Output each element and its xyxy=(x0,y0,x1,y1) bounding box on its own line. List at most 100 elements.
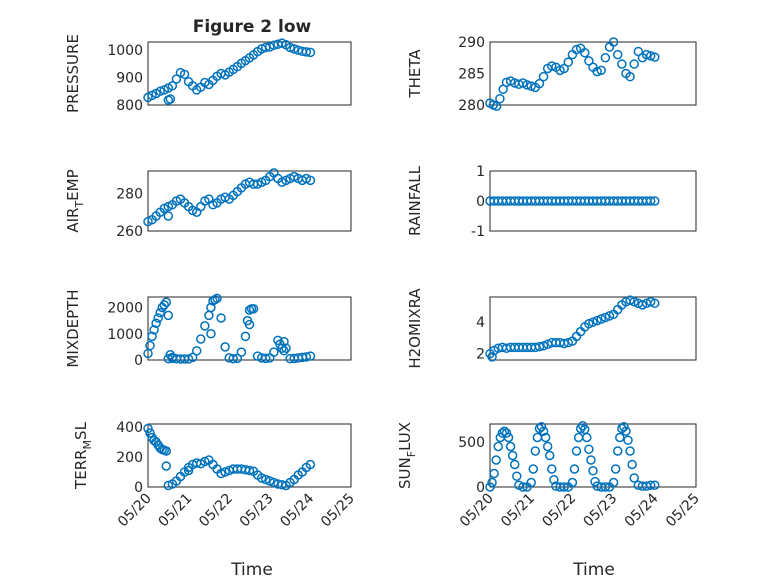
data-point xyxy=(645,296,656,307)
data-point xyxy=(489,468,499,479)
axes-box xyxy=(147,423,352,488)
y-tick-label: 0 xyxy=(134,480,143,496)
x-tick-label: 05/22 xyxy=(196,491,236,531)
x-tick-label: 05/23 xyxy=(237,491,277,531)
data-point xyxy=(526,81,536,91)
y-tick-label: 290 xyxy=(458,35,485,51)
y-tick-label: 900 xyxy=(116,71,143,87)
x-tick-label: 05/21 xyxy=(498,491,538,531)
subplot-terr_msl: 05/20 05/21 05/22 05/23 05/24 05/25 0 200 400 TER… xyxy=(72,420,358,530)
x-axis-label-right: Time xyxy=(572,560,615,580)
data-point xyxy=(621,426,631,436)
data-point xyxy=(143,423,153,434)
data-point xyxy=(279,336,289,347)
y-axis-label: TERRMSL xyxy=(72,421,94,490)
data-point xyxy=(600,482,611,492)
data-point xyxy=(536,421,547,432)
data-point xyxy=(571,446,582,456)
data-point xyxy=(645,480,656,490)
y-tick-label: 1000 xyxy=(107,327,143,343)
data-point xyxy=(619,421,629,432)
data-point xyxy=(200,321,210,331)
data-point xyxy=(196,334,206,344)
data-point xyxy=(645,196,656,206)
data-point xyxy=(161,297,172,307)
y-axis-label: H2OMIXRA xyxy=(406,288,424,369)
data-point xyxy=(507,450,518,461)
data-point xyxy=(161,461,172,471)
data-point xyxy=(542,441,553,452)
x-tick-label: 05/23 xyxy=(581,491,621,531)
data-point xyxy=(600,53,611,63)
data-point xyxy=(163,353,174,364)
y-tick-label: 0 xyxy=(476,480,485,496)
data-point xyxy=(563,57,574,67)
data-point xyxy=(153,313,163,323)
data-point xyxy=(167,81,178,91)
y-tick-label: 2000 xyxy=(107,301,143,317)
y-tick-label: 2 xyxy=(476,347,485,363)
data-point xyxy=(497,428,508,438)
data-point xyxy=(650,480,660,490)
y-tick-label: 500 xyxy=(458,435,485,451)
data-point xyxy=(608,37,619,47)
data-point xyxy=(301,352,312,362)
data-point xyxy=(220,342,230,352)
x-tick-label: 05/21 xyxy=(156,491,196,531)
data-point xyxy=(650,298,660,309)
data-point xyxy=(212,293,222,304)
data-point xyxy=(159,300,169,310)
figure-title: Figure 2 low xyxy=(193,17,312,37)
data-point xyxy=(604,311,615,321)
data-point xyxy=(540,432,551,443)
data-point xyxy=(149,325,159,335)
x-axis-label-left: Time xyxy=(230,560,273,580)
data-point xyxy=(260,474,271,485)
x-tick-label: 05/25 xyxy=(663,491,703,531)
x-tick-label: 05/24 xyxy=(622,490,662,530)
data-point xyxy=(629,296,639,307)
y-axis-label: AIRTEMP xyxy=(64,169,86,232)
data-point xyxy=(491,101,502,112)
data-point xyxy=(590,476,600,487)
y-tick-label: 200 xyxy=(116,450,143,466)
data-point xyxy=(567,477,578,488)
data-point xyxy=(279,346,289,356)
data-point xyxy=(645,51,656,61)
data-point xyxy=(641,49,652,60)
data-point xyxy=(629,473,639,483)
data-point xyxy=(493,441,503,452)
data-point xyxy=(608,477,619,488)
data-point xyxy=(615,432,625,443)
y-tick-label: 260 xyxy=(116,224,143,240)
data-point xyxy=(155,86,165,97)
data-point xyxy=(637,300,648,310)
y-tick-label: 285 xyxy=(458,67,485,83)
data-point xyxy=(559,338,569,349)
data-point xyxy=(163,211,174,221)
y-tick-label: -1 xyxy=(471,224,485,240)
data-point xyxy=(522,80,532,90)
data-point xyxy=(163,480,174,491)
y-axis-label: THETA xyxy=(406,49,424,99)
x-tick-label: 05/25 xyxy=(318,491,358,531)
data-point xyxy=(526,477,536,488)
data-point xyxy=(588,317,598,327)
data-point xyxy=(612,446,623,456)
axes-box xyxy=(489,423,697,488)
data-point xyxy=(265,476,275,486)
data-point xyxy=(228,353,239,364)
data-point xyxy=(151,318,161,328)
y-axis-label: SUNFLUX xyxy=(396,422,418,489)
data-point xyxy=(236,347,247,357)
data-point xyxy=(571,44,582,55)
y-tick-label: 280 xyxy=(458,98,485,114)
data-point xyxy=(281,343,291,353)
data-point xyxy=(650,52,660,62)
data-point xyxy=(592,315,602,326)
data-point xyxy=(256,473,267,483)
data-point xyxy=(627,459,637,470)
data-point xyxy=(260,353,271,364)
data-point xyxy=(163,310,174,321)
